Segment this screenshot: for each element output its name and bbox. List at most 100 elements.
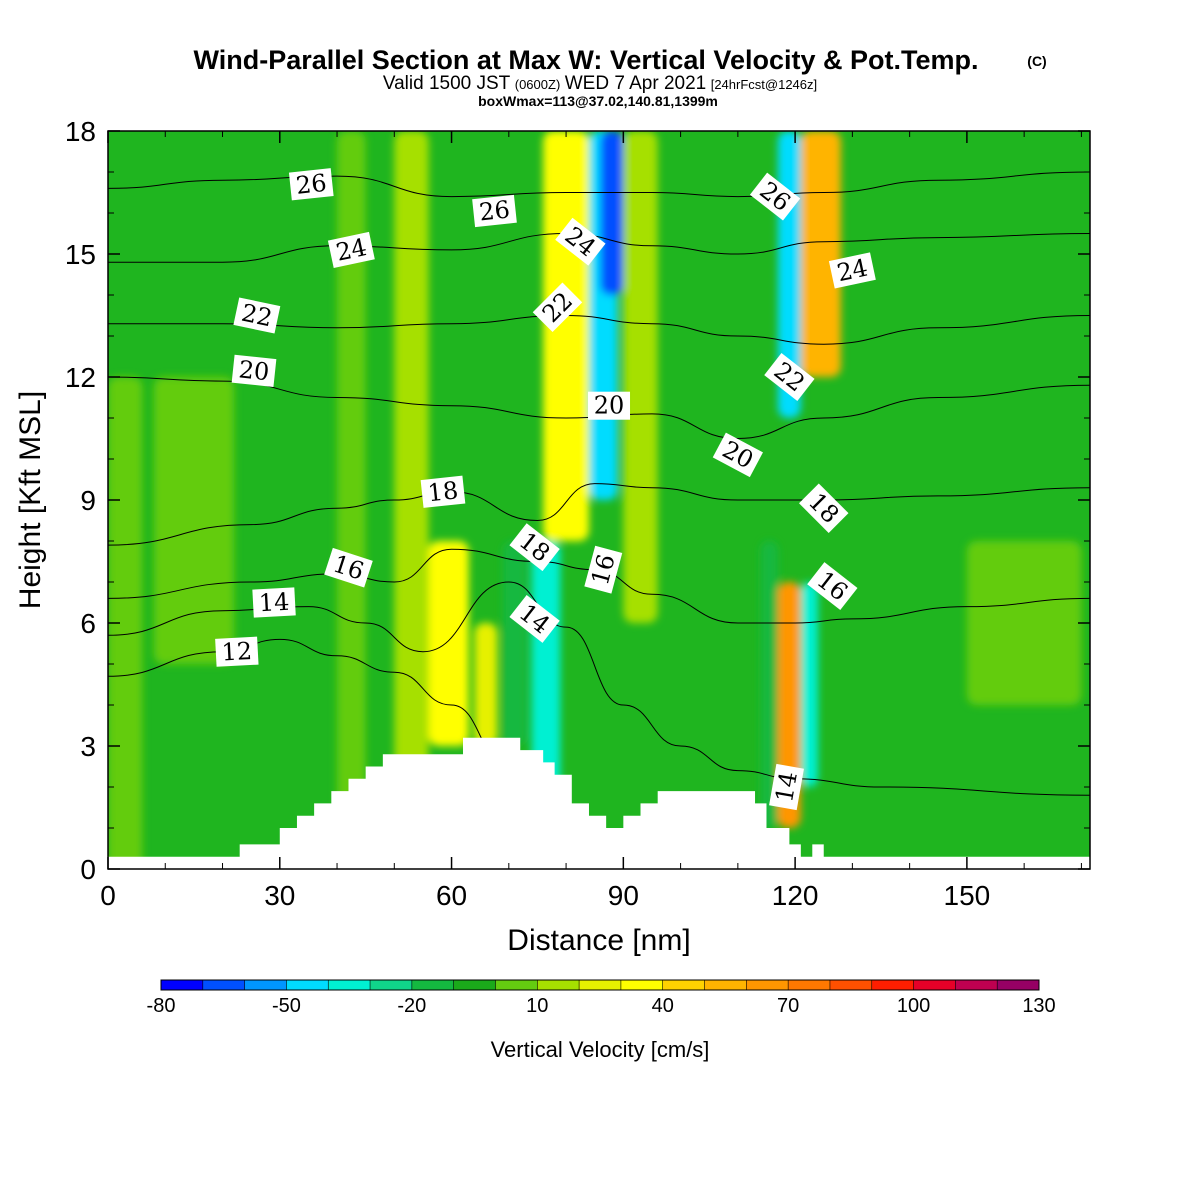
x-tick-label: 150 — [944, 880, 991, 911]
y-tick-label: 3 — [80, 731, 96, 762]
w-band-10 — [600, 131, 624, 295]
contour-label-24: 24 — [828, 252, 876, 289]
colorbar-swatch — [871, 980, 915, 990]
contour-label-14: 14 — [769, 763, 804, 811]
colorbar-tick-label: -20 — [397, 995, 426, 1017]
contour-label-22: 22 — [233, 297, 281, 334]
colorbar-tick-label: 130 — [1022, 995, 1055, 1017]
colorbar-title: Vertical Velocity [cm/s] — [491, 1037, 710, 1062]
valid-utc: (0600Z) — [515, 77, 561, 92]
x-tick-label: 0 — [100, 880, 116, 911]
colorbar-tick-label: 40 — [652, 995, 674, 1017]
w-band-4 — [428, 541, 469, 746]
w-band-16 — [800, 131, 841, 377]
colorbar-swatch — [495, 980, 538, 990]
forecast-info: [24hrFcst@1246z] — [711, 77, 817, 92]
contour-label-20: 20 — [231, 354, 277, 387]
colorbar: -80 -50 -20 10 40 70 100 130 — [147, 979, 1056, 1017]
y-axis: 0 3 6 9 12 15 18 — [65, 116, 1090, 885]
colorbar-swatch — [328, 980, 371, 990]
colorbar-swatch — [453, 980, 496, 990]
theta-contour-24 — [108, 232, 1090, 263]
contour-label-text: 24 — [334, 233, 370, 267]
colorbar-tick-label: 10 — [526, 995, 548, 1017]
x-axis: 0 30 60 90 120 150 — [100, 131, 1082, 911]
contour-label-26: 26 — [288, 168, 334, 201]
theta-contour-22 — [108, 314, 1090, 345]
theta-contour-18 — [108, 483, 1090, 546]
y-tick-label: 9 — [80, 485, 96, 516]
x-tick-label: 60 — [436, 880, 467, 911]
colorbar-swatch — [202, 980, 246, 990]
contour-label-20: 20 — [588, 391, 631, 420]
colorbar-swatch — [286, 980, 329, 990]
colorbar-swatch — [579, 980, 622, 990]
x-tick-label: 90 — [608, 880, 639, 911]
colorbar-tick-label: 100 — [897, 995, 930, 1017]
colorbar-tick-label: 70 — [777, 995, 799, 1017]
w-band-1 — [153, 377, 234, 664]
colorbar-tick-label: -80 — [147, 995, 176, 1017]
y-tick-label: 15 — [65, 239, 96, 270]
colorbar-swatch — [620, 980, 664, 990]
w-band-5 — [474, 623, 498, 746]
x-axis-label: Distance [nm] — [507, 924, 690, 957]
chart-title: Wind-Parallel Section at Max W: Vertical… — [194, 45, 979, 75]
x-tick-label: 30 — [264, 880, 295, 911]
contour-label-text: 26 — [295, 169, 328, 200]
contour-label-18: 18 — [420, 475, 466, 508]
contour-label-text: 14 — [770, 770, 803, 805]
theta-contour-26 — [108, 171, 1090, 198]
w-band-14 — [800, 582, 819, 787]
colorbar-tick-label: -50 — [272, 995, 301, 1017]
colorbar-swatch — [829, 980, 873, 990]
contour-label-text: 20 — [237, 355, 270, 386]
terrain-mask — [108, 737, 1090, 869]
colorbar-swatch — [788, 980, 831, 990]
w-band-2 — [337, 131, 366, 828]
chart-subtitle: Valid 1500 JST (0600Z) WED 7 Apr 2021 [2… — [383, 73, 817, 94]
theta-contours — [108, 171, 1090, 796]
copyright-mark: (C) — [1027, 53, 1046, 69]
contour-label-text: 24 — [835, 254, 871, 288]
box-info: boxWmax=113@37.02,140.81,1399m — [478, 93, 718, 109]
w-band-6 — [503, 541, 526, 746]
colorbar-swatch — [244, 980, 287, 990]
contour-label-24: 24 — [327, 231, 375, 268]
contour-label-text: 22 — [239, 299, 275, 333]
y-axis-label: Height [Kft MSL] — [14, 391, 47, 609]
contour-label-14: 14 — [252, 587, 296, 618]
colorbar-frame — [160, 979, 1040, 991]
contour-label-12: 12 — [215, 636, 259, 667]
colorbar-swatch — [955, 980, 998, 990]
y-tick-label: 0 — [80, 854, 96, 885]
w-band-17 — [966, 541, 1082, 705]
colorbar-swatch — [662, 980, 706, 990]
colorbar-swatch — [704, 980, 747, 990]
colorbar-swatch — [913, 980, 956, 990]
colorbar-swatch — [997, 980, 1040, 990]
colorbar-swatch — [746, 980, 789, 990]
contour-label-text: 18 — [426, 476, 459, 507]
contour-label-text: 20 — [594, 392, 625, 420]
contour-label-text: 14 — [258, 588, 290, 618]
w-band-3 — [394, 131, 429, 828]
colorbar-swatch — [161, 980, 204, 990]
y-tick-label: 12 — [65, 362, 96, 393]
y-tick-label: 18 — [65, 116, 96, 147]
y-tick-label: 6 — [80, 608, 96, 639]
contour-label-26: 26 — [472, 194, 517, 228]
contour-label-text: 26 — [478, 195, 511, 226]
w-band-11 — [623, 131, 658, 623]
colorbar-swatch — [537, 980, 580, 990]
w-band-12 — [760, 541, 778, 828]
valid-date: WED 7 Apr 2021 — [565, 73, 707, 94]
colorbar-swatch — [370, 980, 413, 990]
contour-label-text: 12 — [221, 637, 253, 667]
theta-contour-12 — [108, 638, 509, 767]
colorbar-swatch — [411, 980, 455, 990]
theta-contour-14 — [108, 581, 1090, 796]
valid-time: Valid 1500 JST — [383, 73, 511, 94]
